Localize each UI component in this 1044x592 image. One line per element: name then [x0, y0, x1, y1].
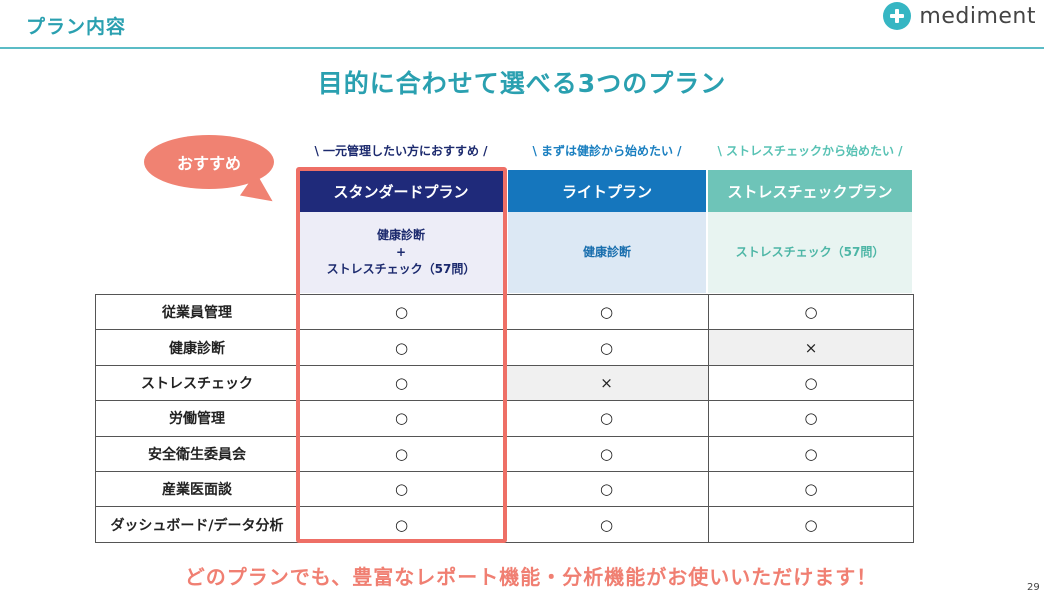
stress-cell: ○ [708, 506, 914, 543]
feature-label: 労働管理 [95, 400, 299, 437]
table-row: 労働管理 ○ ○ ○ [95, 400, 914, 437]
table-row: ストレスチェック ○ × ○ [95, 364, 914, 402]
lite-cell: ○ [504, 293, 709, 331]
logo-text: mediment [919, 3, 1036, 29]
standard-cell: ○ [298, 329, 505, 366]
stress-cell: ○ [708, 435, 914, 472]
footer-message: どのプランでも、豊富なレポート機能・分析機能がお使いいただけます！ [184, 565, 878, 589]
feature-label: ダッシュボード/データ分析 [95, 506, 299, 543]
feature-comparison-table: 従業員管理 ○ ○ ○ 健康診断 ○ ○ × ストレスチェック ○ × ○ 労働管理 ○ ○ ○ 安全衛生委員会… [95, 293, 914, 543]
standard-cell: ○ [298, 435, 505, 472]
availability-mark: ○ [599, 480, 614, 499]
lite-plan-content-line: 健康診断 [582, 245, 631, 259]
standard-cell: ○ [298, 400, 505, 437]
lite-cell: ○ [504, 470, 709, 508]
feature-label: ストレスチェック [95, 364, 299, 402]
availability-mark: ○ [394, 303, 409, 322]
availability-mark: ○ [599, 303, 614, 322]
standard-plan-contents: 健康診断 + ストレスチェック（57問） [298, 212, 504, 293]
availability-mark: ○ [804, 409, 818, 428]
header-divider [0, 47, 1044, 49]
availability-mark: ○ [804, 303, 818, 322]
availability-mark: ○ [599, 409, 614, 428]
availability-mark: × [600, 373, 613, 392]
lite-cell: ○ [504, 506, 709, 543]
stress-cell: ○ [708, 470, 914, 508]
main-title: 目的に合わせて選べる3つのプラン [317, 69, 727, 98]
stress-plan-tagline: \ ストレスチェックから始めたい / [717, 144, 903, 158]
table-row: 健康診断 ○ ○ × [95, 329, 914, 366]
recommend-label: おすすめ [176, 154, 241, 173]
standard-cell: ○ [298, 506, 505, 543]
standard-plan-content-plus: + [395, 245, 407, 259]
table-row: 従業員管理 ○ ○ ○ [95, 293, 914, 331]
feature-label: 安全衛生委員会 [95, 435, 299, 472]
availability-mark: ○ [804, 373, 818, 392]
table-row: 産業医面談 ○ ○ ○ [95, 470, 914, 508]
table-row: ダッシュボード/データ分析 ○ ○ ○ [95, 506, 914, 543]
availability-mark: ○ [394, 515, 409, 534]
brand-logo: mediment [883, 2, 1036, 30]
availability-mark: × [804, 338, 818, 357]
standard-cell: ○ [298, 364, 505, 402]
standard-plan-content-line: ストレスチェック（57問） [326, 262, 476, 276]
lite-plan-header: ライトプラン [508, 170, 706, 212]
recommend-bubble: おすすめ [144, 135, 274, 189]
standard-plan-content-line: 健康診断 [376, 228, 425, 242]
page-number: 29 [1027, 582, 1040, 592]
table-row: 安全衛生委員会 ○ ○ ○ [95, 435, 914, 472]
lite-plan-tagline: \ まずは健診から始めたい / [532, 144, 682, 158]
plus-circle-icon [883, 2, 912, 30]
availability-mark: ○ [394, 444, 409, 463]
availability-mark: ○ [394, 409, 409, 428]
stress-cell: × [708, 329, 914, 366]
standard-plan-header: スタンダードプラン [298, 170, 504, 212]
availability-mark: ○ [804, 480, 818, 499]
lite-cell: ○ [504, 435, 709, 472]
availability-mark: ○ [804, 515, 818, 534]
availability-mark: ○ [394, 480, 409, 499]
feature-label: 健康診断 [95, 329, 299, 366]
availability-mark: ○ [804, 444, 818, 463]
lite-plan-contents: 健康診断 [508, 212, 706, 293]
page-section-title: プラン内容 [26, 16, 127, 38]
stress-cell: ○ [708, 400, 914, 437]
standard-cell: ○ [298, 470, 505, 508]
availability-mark: ○ [599, 515, 614, 534]
lite-cell: ○ [504, 400, 709, 437]
availability-mark: ○ [599, 338, 614, 357]
availability-mark: ○ [394, 338, 409, 357]
stress-plan-header: ストレスチェックプラン [708, 170, 912, 212]
stress-plan-content-line: ストレスチェック（57問） [735, 245, 885, 259]
feature-label: 産業医面談 [95, 470, 299, 508]
availability-mark: ○ [394, 373, 409, 392]
standard-cell: ○ [298, 293, 505, 331]
stress-plan-contents: ストレスチェック（57問） [708, 212, 912, 293]
standard-plan-tagline: \ 一元管理したい方におすすめ / [314, 144, 488, 158]
availability-mark: ○ [599, 444, 614, 463]
stress-cell: ○ [708, 364, 914, 402]
lite-cell: ○ [504, 329, 709, 366]
stress-cell: ○ [708, 293, 914, 331]
feature-label: 従業員管理 [95, 293, 299, 331]
lite-cell: × [504, 364, 709, 402]
